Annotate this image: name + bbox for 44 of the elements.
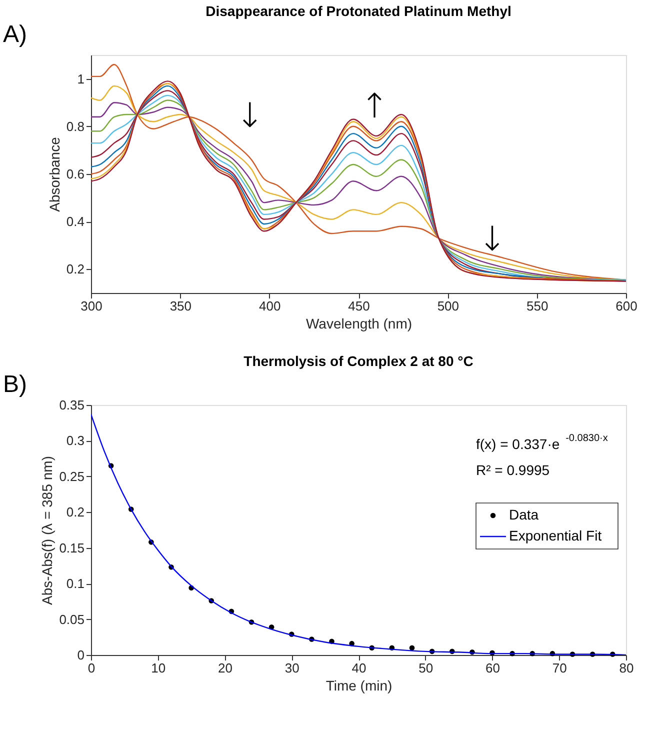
- y-tick-label: 0.2: [66, 262, 84, 277]
- x-tick-label: 550: [526, 298, 548, 314]
- x-tick-label: 500: [437, 298, 460, 314]
- y-tick-label: 0: [77, 648, 84, 662]
- x-tick-label: 400: [258, 298, 281, 314]
- annotation: ↓: [478, 220, 506, 260]
- x-tick-label: 10: [151, 660, 166, 676]
- y-tick-label: 0.3: [66, 433, 84, 448]
- y-tick-label: 0.2: [66, 504, 84, 520]
- y-tick-label: 0.25: [59, 468, 84, 484]
- y-tick-label: 0.4: [66, 214, 84, 230]
- y-tick-label: 0.8: [66, 118, 84, 134]
- x-tick-label: 450: [348, 298, 370, 314]
- y-axis-title: Abs-Abs(f) (λ = 385 nm): [39, 456, 56, 605]
- x-tick-label: 40: [352, 660, 366, 676]
- legend-label: Data: [509, 506, 539, 522]
- chart-title: Thermolysis of Complex 2 at 80 °C: [244, 353, 474, 369]
- x-tick-label: 50: [418, 660, 434, 676]
- x-axis-title: Time (min): [326, 678, 392, 694]
- x-tick-label: 600: [616, 298, 638, 314]
- y-tick-label: 1: [77, 71, 84, 86]
- annotation: f(x) = 0.337·e-0.0830·x: [476, 433, 608, 452]
- text: B): [3, 371, 27, 398]
- annotation: ↑: [360, 86, 389, 126]
- x-tick-label: 20: [218, 660, 232, 676]
- chart-title: Disappearance of Protonated Platinum Methyl: [206, 3, 512, 19]
- annotation: R² = 0.9995: [476, 462, 550, 478]
- legend-label: Exponential Fit: [509, 528, 602, 544]
- y-tick-label: 0.05: [59, 612, 84, 627]
- x-tick-label: 60: [486, 660, 500, 676]
- x-tick-label: 80: [619, 660, 634, 676]
- x-tick-label: 70: [552, 660, 567, 676]
- y-axis-title: Absorbance: [46, 136, 62, 212]
- text: A): [3, 21, 27, 48]
- x-axis-title: Wavelength (nm): [306, 316, 412, 332]
- y-tick-label: 0.6: [66, 166, 84, 182]
- y-tick-label: 0.1: [66, 576, 84, 592]
- y-tick-label: 0.15: [59, 540, 84, 556]
- x-tick-label: 300: [80, 298, 102, 314]
- y-tick-label: 0.35: [59, 398, 84, 412]
- x-tick-label: 30: [284, 660, 300, 676]
- annotation: ↓: [236, 96, 264, 136]
- x-tick-label: 0: [88, 660, 96, 676]
- x-tick-label: 350: [170, 298, 192, 314]
